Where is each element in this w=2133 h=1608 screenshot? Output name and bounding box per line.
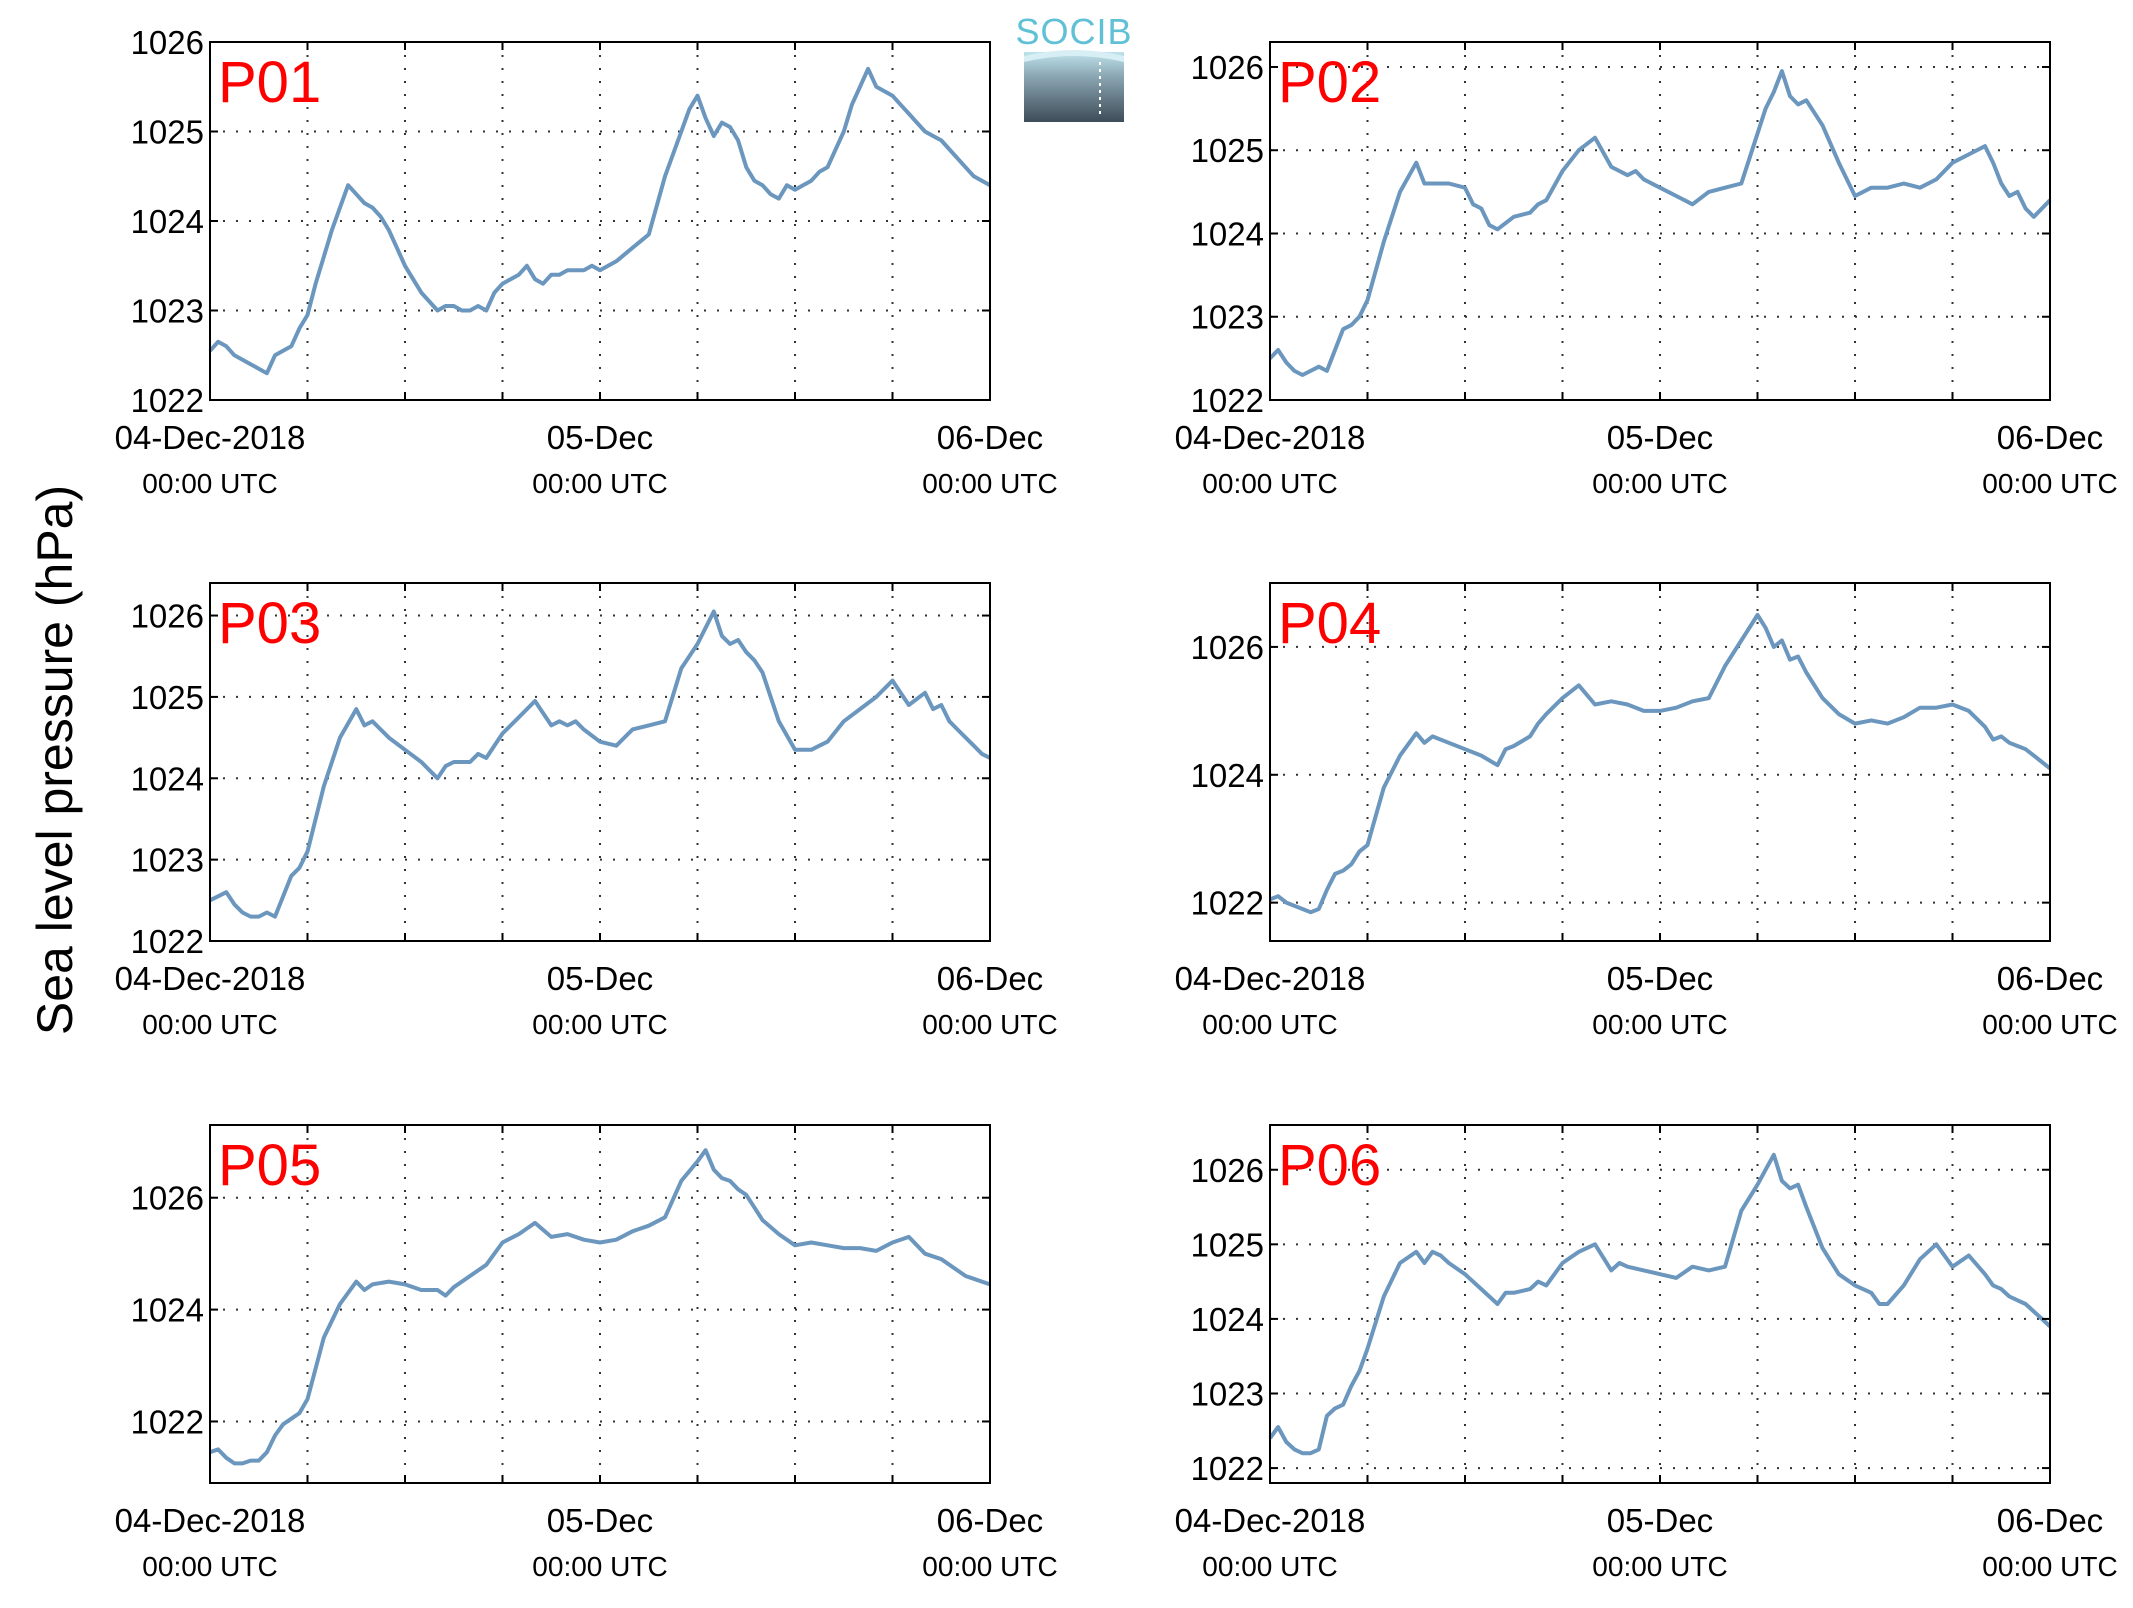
x-tick-label-time: 00:00 UTC — [1982, 1009, 2117, 1040]
x-tick-label-time: 00:00 UTC — [1982, 1551, 2117, 1582]
y-tick-label: 1026 — [131, 1180, 204, 1217]
x-tick-label-time: 00:00 UTC — [1202, 1009, 1337, 1040]
x-tick-label-date: 05-Dec — [547, 960, 653, 997]
y-tick-label: 1024 — [131, 203, 204, 240]
x-tick-label-date: 05-Dec — [1607, 960, 1713, 997]
panel-p02: 1022 1023 1024 1025 1026 04-Dec-2018 00:00 UTC… — [1175, 41, 2118, 499]
grid — [1270, 1125, 2050, 1483]
y-tick-label: 1025 — [131, 679, 204, 716]
series-line — [209, 1148, 991, 1466]
y-tick-label: 1022 — [1191, 1450, 1264, 1487]
x-tick-label-date: 04-Dec-2018 — [1175, 419, 1366, 456]
y-tick-label: 1025 — [1191, 132, 1264, 169]
series-line — [1268, 1152, 2052, 1456]
y-tick-label: 1026 — [1191, 49, 1264, 86]
panel-p01: 1022 1023 1024 1025 1026 04-Dec-2018 00:00 UTC… — [115, 24, 1058, 499]
socib-logo: SOCIB — [1015, 11, 1132, 122]
x-tick-label-date: 04-Dec-2018 — [115, 960, 306, 997]
x-tick-label-time: 00:00 UTC — [922, 1551, 1057, 1582]
grid — [210, 1125, 990, 1483]
y-tick-label: 1022 — [131, 1403, 204, 1440]
y-tick-label: 1026 — [131, 24, 204, 61]
x-tick-label-date: 04-Dec-2018 — [115, 419, 306, 456]
x-tick-label-date: 05-Dec — [1607, 419, 1713, 456]
x-tick-label-date: 05-Dec — [547, 419, 653, 456]
x-tick-label-time: 00:00 UTC — [1592, 468, 1727, 499]
x-tick-label-time: 00:00 UTC — [142, 1009, 277, 1040]
y-tick-label: 1022 — [1191, 382, 1264, 419]
y-tick-label: 1024 — [1191, 215, 1264, 252]
x-tick-label-date: 04-Dec-2018 — [1175, 960, 1366, 997]
x-tick-label-time: 00:00 UTC — [142, 1551, 277, 1582]
panel-label: P04 — [1278, 591, 1381, 656]
x-tick-label-time: 00:00 UTC — [532, 468, 667, 499]
panel-label: P03 — [218, 591, 321, 656]
x-tick-label-date: 06-Dec — [937, 419, 1043, 456]
x-tick-label-time: 00:00 UTC — [1202, 468, 1337, 499]
x-tick-label-time: 00:00 UTC — [922, 468, 1057, 499]
series-line — [1268, 69, 2052, 377]
y-axis-label: Sea level pressure (hPa) — [27, 485, 83, 1035]
series-line — [1269, 613, 2052, 915]
x-tick-label-time: 00:00 UTC — [922, 1009, 1057, 1040]
x-tick-label-time: 00:00 UTC — [1202, 1551, 1337, 1582]
panel-p03: 1022 1023 1024 1025 1026 04-Dec-2018 00:00 UTC… — [115, 582, 1058, 1040]
y-tick-label: 1023 — [1191, 299, 1264, 336]
logo-block — [1024, 52, 1124, 122]
series-line — [209, 609, 991, 919]
y-tick-label: 1024 — [131, 760, 204, 797]
x-tick-label-date: 05-Dec — [1607, 1502, 1713, 1539]
grid — [210, 41, 990, 401]
y-tick-label: 1026 — [1191, 629, 1264, 666]
y-tick-label: 1022 — [131, 382, 204, 419]
x-tick-label-date: 06-Dec — [937, 1502, 1043, 1539]
series-line — [208, 66, 991, 376]
grid — [1270, 583, 2050, 941]
y-tick-label: 1023 — [131, 842, 204, 879]
logo-wave — [1024, 50, 1124, 62]
y-tick-label: 1023 — [1191, 1376, 1264, 1413]
x-tick-label-time: 00:00 UTC — [142, 468, 277, 499]
x-tick-label-date: 06-Dec — [1997, 419, 2103, 456]
y-tick-label: 1024 — [1191, 1301, 1264, 1338]
panel-p06: 1022 1023 1024 1025 1026 04-Dec-2018 00:00 UTC… — [1175, 1124, 2118, 1582]
grid — [1270, 42, 2050, 401]
x-tick-label-time: 00:00 UTC — [1592, 1009, 1727, 1040]
x-tick-label-date: 06-Dec — [937, 960, 1043, 997]
panel-label: P02 — [1278, 50, 1381, 115]
panel-label: P05 — [218, 1133, 321, 1198]
panel-label: P06 — [1278, 1133, 1381, 1198]
y-tick-label: 1025 — [131, 114, 204, 151]
panel-label: P01 — [218, 50, 321, 115]
x-tick-label-date: 04-Dec-2018 — [115, 1502, 306, 1539]
y-tick-label: 1024 — [131, 1292, 204, 1329]
panel-p04: 1022 1024 1026 04-Dec-2018 00:00 UTC 05-Dec 00… — [1175, 582, 2118, 1040]
x-tick-label-date: 06-Dec — [1997, 960, 2103, 997]
x-tick-label-time: 00:00 UTC — [1982, 468, 2117, 499]
y-tick-label: 1026 — [1191, 1152, 1264, 1189]
x-tick-label-date: 04-Dec-2018 — [1175, 1502, 1366, 1539]
x-tick-label-time: 00:00 UTC — [532, 1551, 667, 1582]
x-tick-label-date: 06-Dec — [1997, 1502, 2103, 1539]
x-tick-label-time: 00:00 UTC — [532, 1009, 667, 1040]
y-tick-label: 1025 — [1191, 1226, 1264, 1263]
y-tick-label: 1026 — [131, 598, 204, 635]
x-tick-label-date: 05-Dec — [547, 1502, 653, 1539]
y-tick-label: 1023 — [131, 293, 204, 330]
y-tick-label: 1022 — [1191, 885, 1264, 922]
panel-p05: 1022 1024 1026 04-Dec-2018 00:00 UTC 05-Dec 00… — [115, 1124, 1058, 1582]
logo-text: SOCIB — [1015, 11, 1132, 52]
y-tick-label: 1024 — [1191, 757, 1264, 794]
grid — [210, 583, 990, 942]
x-tick-label-time: 00:00 UTC — [1592, 1551, 1727, 1582]
y-tick-label: 1022 — [131, 923, 204, 960]
